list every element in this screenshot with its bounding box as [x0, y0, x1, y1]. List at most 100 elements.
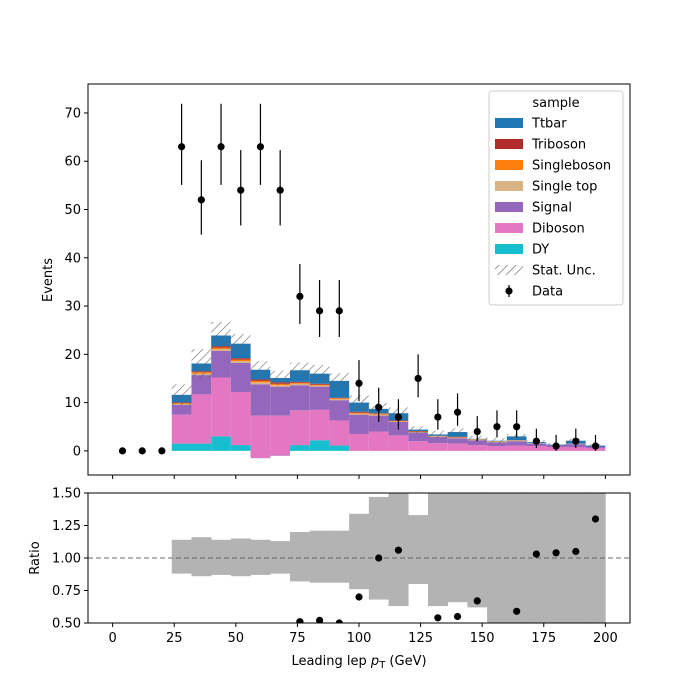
bar-diboson-16: [427, 443, 448, 451]
main-ytick-label-6: 60: [64, 155, 81, 170]
legend-label-singleboson: Singleboson: [532, 159, 611, 174]
data-points: [118, 103, 600, 455]
ratio-unc-18: [467, 493, 488, 608]
main-ytick-label-3: 30: [64, 300, 81, 315]
bar-single-top-10: [309, 385, 330, 387]
legend-swatch-triboson: [495, 139, 523, 149]
bar-signal-9: [290, 385, 310, 411]
data-point-14: [394, 413, 403, 421]
ratio-ytick-label-0: 0.50: [52, 617, 81, 632]
stat-unc-19: [487, 437, 507, 444]
stat-unc-10: [309, 364, 330, 383]
ratio-unc-3: [171, 539, 192, 574]
bar-single-top-6: [230, 361, 251, 364]
data-point-9: [296, 292, 304, 300]
ratio-unc-15: [408, 515, 429, 584]
ratio-point-19: [493, 47, 500, 54]
xtick-label-8: 200: [593, 631, 618, 646]
data-point-15: [414, 374, 422, 383]
legend-label-dy: DY: [532, 243, 549, 258]
bar-triboson-9: [290, 381, 310, 383]
legend-swatch-single-top: [495, 181, 523, 191]
ratio-point-13: [375, 554, 383, 562]
data-point-1: [138, 447, 146, 455]
stat-unc-12: [349, 395, 369, 410]
main-panel: 0 10 20 30 40 50 60 70 Events: [41, 83, 631, 479]
stat-unc-11: [329, 373, 350, 389]
ratio-panel: 0.500.751.001.251.50 0 25 50 75 100 125 150 175…: [28, 47, 631, 671]
xtick-label-6: 150: [470, 631, 495, 646]
ratio-ytick-label-3: 1.25: [52, 519, 81, 534]
bar-signal-8: [270, 386, 291, 416]
ratio-ytick-label-4: 1.50: [52, 487, 81, 502]
legend-label-triboson: Triboson: [531, 138, 586, 153]
stat-unc-15: [408, 426, 428, 434]
ratio-unc-5: [211, 539, 232, 575]
bar-diboson-13: [368, 431, 389, 451]
ratio-point-24: [591, 515, 600, 523]
ratio-points: [296, 47, 600, 623]
xtick-label-7: 175: [531, 631, 556, 646]
bar-diboson-7: [250, 415, 271, 459]
data-point-23: [572, 437, 580, 445]
bar-signal-13: [368, 415, 389, 432]
ratio-unc-10: [309, 530, 330, 583]
ratio-point-21: [532, 550, 540, 558]
ratio-point-9: [296, 618, 304, 623]
data-point-2: [158, 447, 166, 455]
stat-unc-6: [230, 334, 251, 354]
legend-swatch-signal: [495, 202, 523, 212]
bar-dy-3: [171, 443, 192, 451]
data-point-24: [591, 442, 600, 450]
bar-triboson-12: [349, 411, 369, 413]
ratio-y-ticks: 0.50 0.75 1.00 1.25 1.50: [52, 487, 88, 632]
data-point-21: [532, 437, 540, 445]
stat-unc-17: [447, 428, 468, 436]
bar-diboson-19: [487, 446, 507, 451]
data-point-11: [335, 307, 343, 315]
data-point-8: [276, 186, 284, 194]
data-point-7: [256, 143, 265, 151]
bar-triboson-7: [250, 379, 271, 381]
ratio-ytick-label-1: 0.75: [52, 584, 81, 599]
stat-unc-4: [191, 349, 212, 378]
bar-signal-16: [427, 436, 448, 444]
bar-signal-18: [467, 440, 488, 446]
bar-signal-10: [309, 386, 330, 410]
bar-signal-19: [487, 442, 507, 447]
bar-single-top-12: [349, 413, 369, 415]
main-ytick-label-2: 20: [64, 348, 81, 363]
bar-singleboson-12: [349, 412, 369, 414]
xtick-label-4: 100: [347, 631, 372, 646]
bar-diboson-6: [230, 391, 251, 446]
stat-unc-5: [211, 321, 231, 350]
legend-label-single-top: Single top: [532, 180, 597, 195]
bar-triboson-10: [309, 383, 330, 385]
bar-signal-6: [230, 363, 251, 392]
bar-diboson-3: [171, 414, 192, 444]
bar-signal-20: [506, 441, 527, 446]
bar-signal-17: [447, 438, 468, 444]
main-ytick-label-1: 10: [64, 396, 81, 411]
bar-single-top-8: [270, 385, 291, 387]
bar-signal-7: [250, 384, 271, 416]
legend-marker-data: [505, 287, 513, 295]
ratio-unc-23: [565, 493, 586, 623]
bar-singleboson-7: [250, 380, 271, 383]
bar-dy-10: [309, 440, 330, 451]
stat-unc-8: [270, 370, 291, 386]
ratio-unc-12: [349, 513, 370, 590]
data-point-19: [493, 423, 501, 431]
legend-swatch-ttbar: [495, 118, 523, 128]
data-point-20: [513, 423, 521, 431]
ratio-point-18: [473, 597, 481, 605]
bar-single-top-7: [250, 382, 271, 385]
legend-title: sample: [532, 96, 579, 111]
ratio-unc-16: [427, 493, 448, 607]
ratio-y-label: Ratio: [28, 541, 43, 574]
bar-diboson-23: [565, 447, 586, 451]
bar-diboson-12: [349, 433, 369, 451]
stat-unc-9: [290, 362, 310, 378]
data-point-13: [375, 403, 383, 412]
